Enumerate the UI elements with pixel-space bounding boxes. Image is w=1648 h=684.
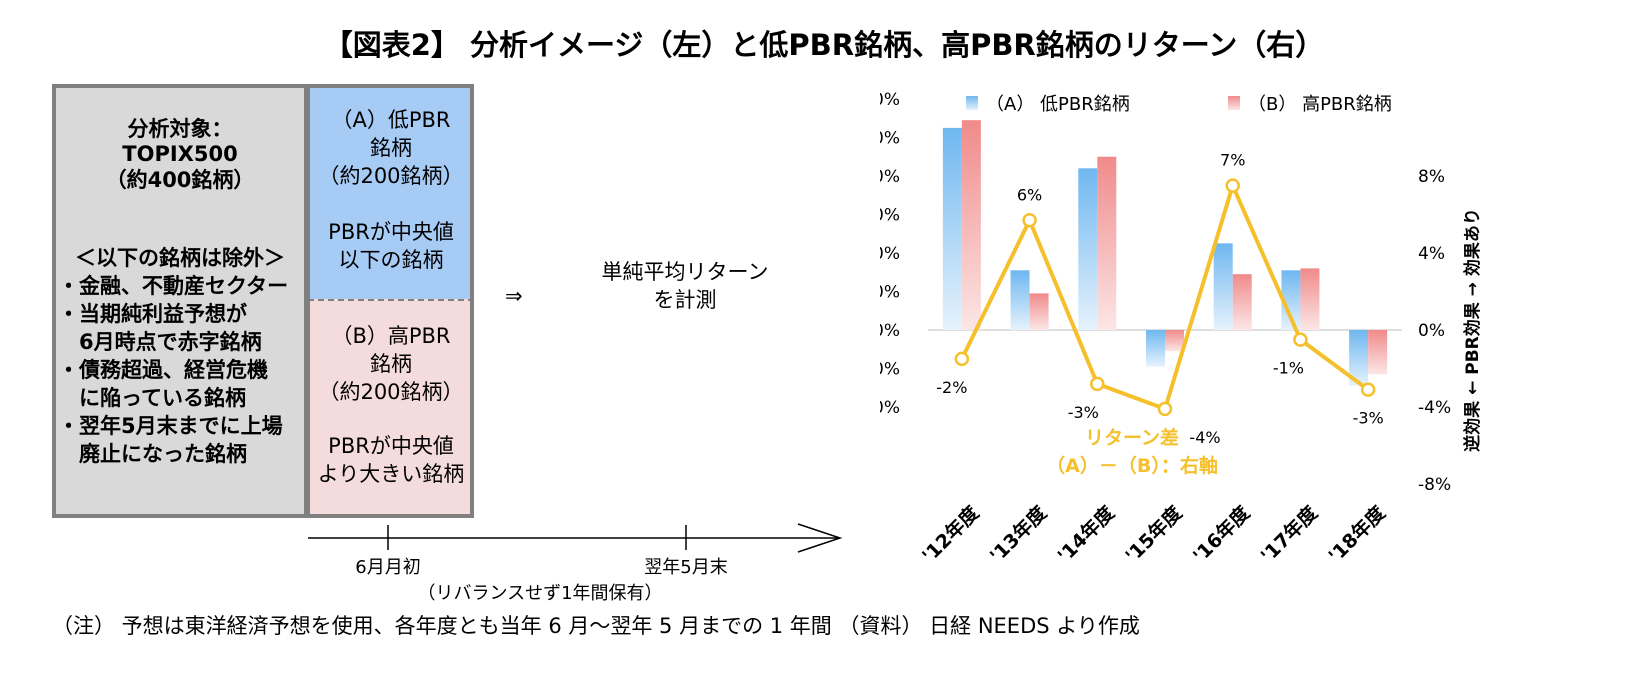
return-diff-point [1022, 213, 1037, 228]
return-diff-point [1225, 178, 1240, 193]
group-a-def-2: 以下の銘柄 [338, 248, 444, 272]
right-axis-label: 逆効果 ← PBR効果 → 効果あり [1462, 208, 1483, 452]
category-label: '13年度 [985, 501, 1052, 568]
group-b-def-1: PBRが中央値 [328, 434, 454, 458]
bar-high-pbr [1300, 268, 1320, 330]
bar-high-pbr [1029, 293, 1049, 330]
exclusion-4: ・債務超過、経営危機 [58, 358, 268, 382]
return-diff-point [1360, 382, 1376, 397]
page-title: 【図表2】 分析イメージ（左）と低PBR銘柄、高PBR銘柄のリターン（右） [323, 28, 1325, 62]
method-line-1: 単純平均リターン [601, 260, 769, 284]
bar-high-pbr [1368, 330, 1388, 375]
legend-swatch-high-pbr [1228, 96, 1240, 110]
timeline [308, 523, 843, 553]
group-b-line-3: （約200銘柄） [318, 380, 464, 404]
timeline-start-label: 6月月初 [355, 557, 421, 578]
left-tick-label: 60% [880, 90, 900, 110]
left-tick-label: 20% [880, 244, 900, 264]
bar-low-pbr [1281, 270, 1301, 330]
exclusion-2: ・当期純利益予想が [58, 302, 247, 326]
return-diff-point [954, 351, 970, 367]
high-pbr-box [308, 299, 474, 518]
return-diff-label: -3% [1353, 409, 1384, 428]
method-line-2: を計測 [653, 288, 717, 312]
return-diff-label: -2% [936, 378, 967, 397]
flow-arrow: ⇒ [505, 284, 523, 308]
group-a-def-1: PBRが中央値 [328, 220, 454, 244]
exclusions-header: ＜以下の銘柄は除外＞ [75, 246, 285, 270]
bar-high-pbr [1097, 156, 1117, 330]
line-label-1: リターン差 [1085, 426, 1179, 449]
bar-low-pbr [1213, 243, 1233, 330]
return-diff-point [1293, 332, 1308, 347]
universe-line-3: （約400銘柄） [105, 168, 255, 192]
exclusion-1: ・金融、不動産セクター [58, 274, 289, 298]
left-tick-label: -10% [880, 360, 900, 380]
line-label-2: （A）－（B）：右軸 [1046, 454, 1218, 477]
right-tick-label: 8% [1418, 167, 1445, 187]
exclusion-5: に陥っている銘柄 [58, 386, 246, 410]
category-label: '14年度 [1053, 501, 1120, 568]
exclusion-6: ・翌年5月末までに上場 [58, 414, 283, 438]
group-a-line-2: 銘柄 [370, 136, 412, 160]
left-tick-label: 40% [880, 167, 900, 187]
footnote: （注） 予想は東洋経済予想を使用、各年度とも当年 6 月～翌年 5 月までの 1… [52, 614, 1140, 638]
bar-high-pbr [1232, 274, 1252, 330]
return-diff-label: -4% [1189, 428, 1220, 447]
bar-low-pbr [1349, 330, 1369, 386]
legend-low-pbr: （A） 低PBR銘柄 [986, 94, 1130, 115]
return-chart: 60% 50% 40% 30% 20% 10% 0% -10% -20% 8% 4% 0% -4% -8%… [880, 90, 1483, 568]
universe-box [52, 84, 308, 518]
category-label: '16年度 [1188, 501, 1255, 568]
bar-low-pbr [942, 127, 962, 330]
group-b-def-2: より大きい銘柄 [317, 462, 465, 486]
group-a-line-3: （約200銘柄） [318, 164, 464, 188]
bar-high-pbr [961, 120, 981, 330]
left-tick-label: 50% [880, 129, 900, 149]
group-a-line-1: （A）低PBR [331, 108, 451, 132]
timeline-end-label: 翌年5月末 [644, 557, 728, 578]
right-tick-label: -4% [1418, 398, 1451, 418]
left-tick-label: -20% [880, 398, 900, 418]
box-divider [306, 84, 310, 518]
universe-line-2: TOPIX500 [122, 142, 238, 166]
bar-low-pbr [1010, 270, 1030, 330]
universe-line-1: 分析対象： [127, 117, 233, 141]
legend-swatch-low-pbr [966, 96, 978, 110]
bar-low-pbr [1146, 330, 1165, 367]
right-tick-label: -8% [1418, 475, 1451, 495]
return-diff-point [1090, 376, 1105, 392]
bar-low-pbr [1078, 168, 1098, 330]
return-diff-point [1157, 401, 1173, 417]
bar-high-pbr [1165, 330, 1184, 352]
timeline-note: （リバランスせず1年間保有） [417, 583, 663, 604]
exclusion-3: 6月時点で赤字銘柄 [58, 330, 262, 354]
category-label: '18年度 [1324, 501, 1391, 568]
return-diff-label: -1% [1273, 359, 1304, 378]
category-label: '12年度 [917, 501, 984, 568]
right-tick-label: 4% [1418, 244, 1445, 264]
right-tick-label: 0% [1418, 321, 1445, 341]
timeline-arrowhead [797, 523, 843, 553]
left-tick-label: 10% [880, 283, 900, 303]
group-b-line-2: 銘柄 [370, 352, 412, 376]
return-diff-label: 6% [1017, 185, 1042, 204]
return-diff-label: -3% [1068, 403, 1099, 422]
left-tick-label: 0% [880, 321, 900, 341]
exclusion-7: 廃止になった銘柄 [58, 442, 247, 466]
left-tick-label: 30% [880, 206, 900, 226]
return-diff-label: 7% [1220, 151, 1245, 170]
group-b-line-1: （B）高PBR [331, 324, 451, 348]
category-label: '17年度 [1256, 501, 1323, 568]
low-pbr-box [308, 84, 474, 299]
legend-high-pbr: （B） 高PBR銘柄 [1248, 94, 1392, 115]
category-label: '15年度 [1121, 501, 1188, 568]
